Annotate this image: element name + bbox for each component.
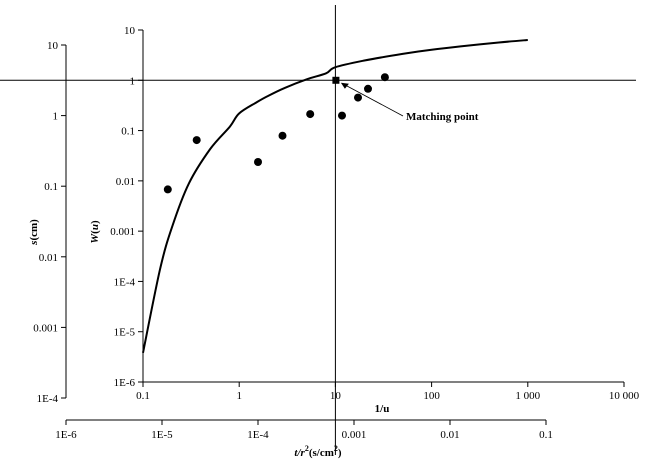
w-axis-tick-label: 0.01 <box>116 176 135 188</box>
inv-u-axis-tick-label: 10 000 <box>609 390 640 402</box>
matching-point-label: Matching point <box>406 111 479 123</box>
inv-u-axis-tick-label: 100 <box>423 390 440 402</box>
observed-point <box>192 136 201 145</box>
s-axis-tick-label: 0.1 <box>44 181 58 193</box>
s-axis-title: s(cm) <box>28 219 40 246</box>
s-axis-tick-label: 1E-4 <box>37 393 59 405</box>
inv-u-axis-tick-label: 1 000 <box>515 390 540 402</box>
observed-point <box>254 158 262 166</box>
type-curve-layer <box>142 39 528 353</box>
inv-u-axis-tick-label: 1 <box>236 390 242 402</box>
observed-point <box>278 131 287 140</box>
s-axis-tick-label: 0.001 <box>33 322 58 334</box>
w-axis-tick-label: 10 <box>124 25 136 37</box>
t-axis-tick-label: 0.1 <box>539 429 553 441</box>
observed-point <box>306 110 315 119</box>
inv-u-axis-tick-label: 0.1 <box>136 390 150 402</box>
type-curve-line <box>142 39 528 353</box>
w-axis-tick-label: 1E-4 <box>114 276 136 288</box>
s-axis-tick-label: 0.01 <box>39 252 58 264</box>
w-axis-title: W(u) <box>89 220 101 244</box>
observed-point <box>338 111 346 120</box>
matching-point-marker <box>332 76 340 84</box>
observed-point <box>364 84 372 93</box>
s-axis-tick-label: 10 <box>47 40 59 52</box>
chart-axes: 1E-6 1E-5 1E-4 0.001 0.01 0.1 1 10 1E-4 0.001 0.01… <box>33 25 639 441</box>
observed-points-layer <box>163 73 404 194</box>
t-axis-title: t/r2(s/cm2) <box>294 444 341 459</box>
w-axis-tick-label: 0.001 <box>110 226 135 238</box>
observed-point <box>380 73 389 82</box>
w-axis-tick-label: 0.1 <box>121 126 135 138</box>
inv-u-axis-title: 1/u <box>375 403 390 415</box>
t-axis-tick-label: 1E-5 <box>151 429 173 441</box>
t-axis-tick-label: 1E-4 <box>247 429 269 441</box>
observed-point <box>163 185 172 194</box>
t-axis-tick-label: 1E-6 <box>55 429 77 441</box>
w-axis-tick-label: 1E-5 <box>114 327 136 339</box>
matching-point-arrow-line <box>341 82 404 117</box>
matching-point-arrowhead <box>340 82 349 89</box>
w-axis-tick-label: 1 <box>130 75 136 87</box>
t-axis-tick-label: 0.01 <box>440 429 459 441</box>
w-axis-tick-label: 1E-6 <box>114 377 136 389</box>
inv-u-axis-tick-label: 10 <box>330 390 342 402</box>
s-axis-tick-label: 1 <box>53 111 59 123</box>
observed-point <box>354 93 362 102</box>
t-axis-tick-label: 0.001 <box>342 429 367 441</box>
